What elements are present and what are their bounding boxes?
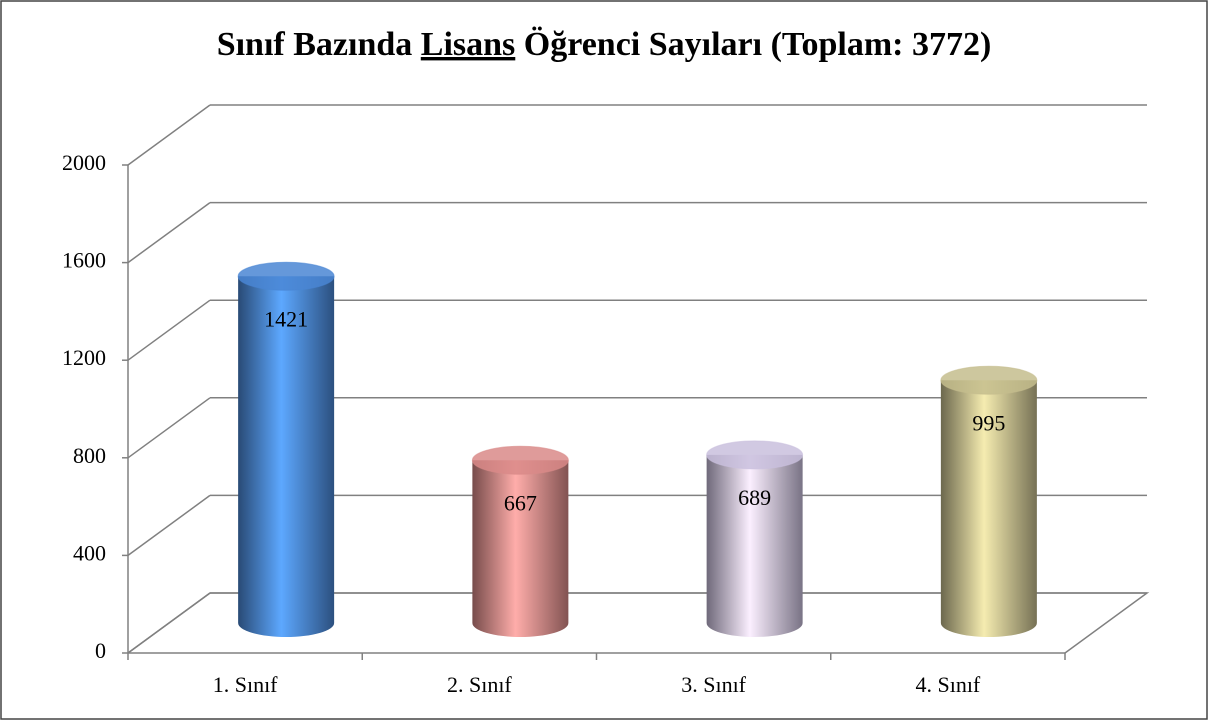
value-label: 1421 (264, 306, 308, 331)
value-label: 667 (504, 490, 537, 515)
y-tick-label: 800 (73, 443, 106, 468)
cylinder-top (237, 261, 335, 291)
title-part: Öğrenci Sayıları (Toplam: 3772) (515, 26, 991, 63)
x-tick-label: 2. Sınıf (447, 672, 512, 697)
y-tick-label: 0 (95, 638, 106, 663)
x-tick-label: 4. Sınıf (915, 672, 980, 697)
y-tick-label: 1600 (62, 248, 106, 273)
y-tick-label: 400 (73, 540, 106, 565)
cylinder (472, 460, 569, 638)
side-grid-line (127, 494, 211, 557)
side-grid-line (127, 299, 211, 361)
title-part: Lisans (421, 26, 516, 63)
cylinder (940, 380, 1037, 638)
side-grid-line (127, 104, 211, 166)
cylinder-top (940, 365, 1038, 395)
y-tick-label: 2000 (62, 150, 106, 175)
side-grid-line (127, 397, 211, 459)
cylinder-top (706, 440, 804, 470)
value-label: 689 (738, 485, 771, 510)
side-grid-line (127, 201, 211, 264)
cylinder (706, 454, 803, 638)
chart-title: Sınıf Bazında Lisans Öğrenci Sayıları (T… (217, 26, 992, 63)
y-tick-label: 1200 (62, 345, 106, 370)
side-grid-line (127, 592, 211, 654)
x-tick-label: 3. Sınıf (681, 672, 746, 697)
value-label: 995 (972, 410, 1005, 435)
cylinder-top (471, 445, 569, 475)
title-part: Sınıf Bazında (217, 26, 421, 63)
cylinder (238, 276, 335, 638)
x-tick-label: 1. Sınıf (213, 672, 278, 697)
